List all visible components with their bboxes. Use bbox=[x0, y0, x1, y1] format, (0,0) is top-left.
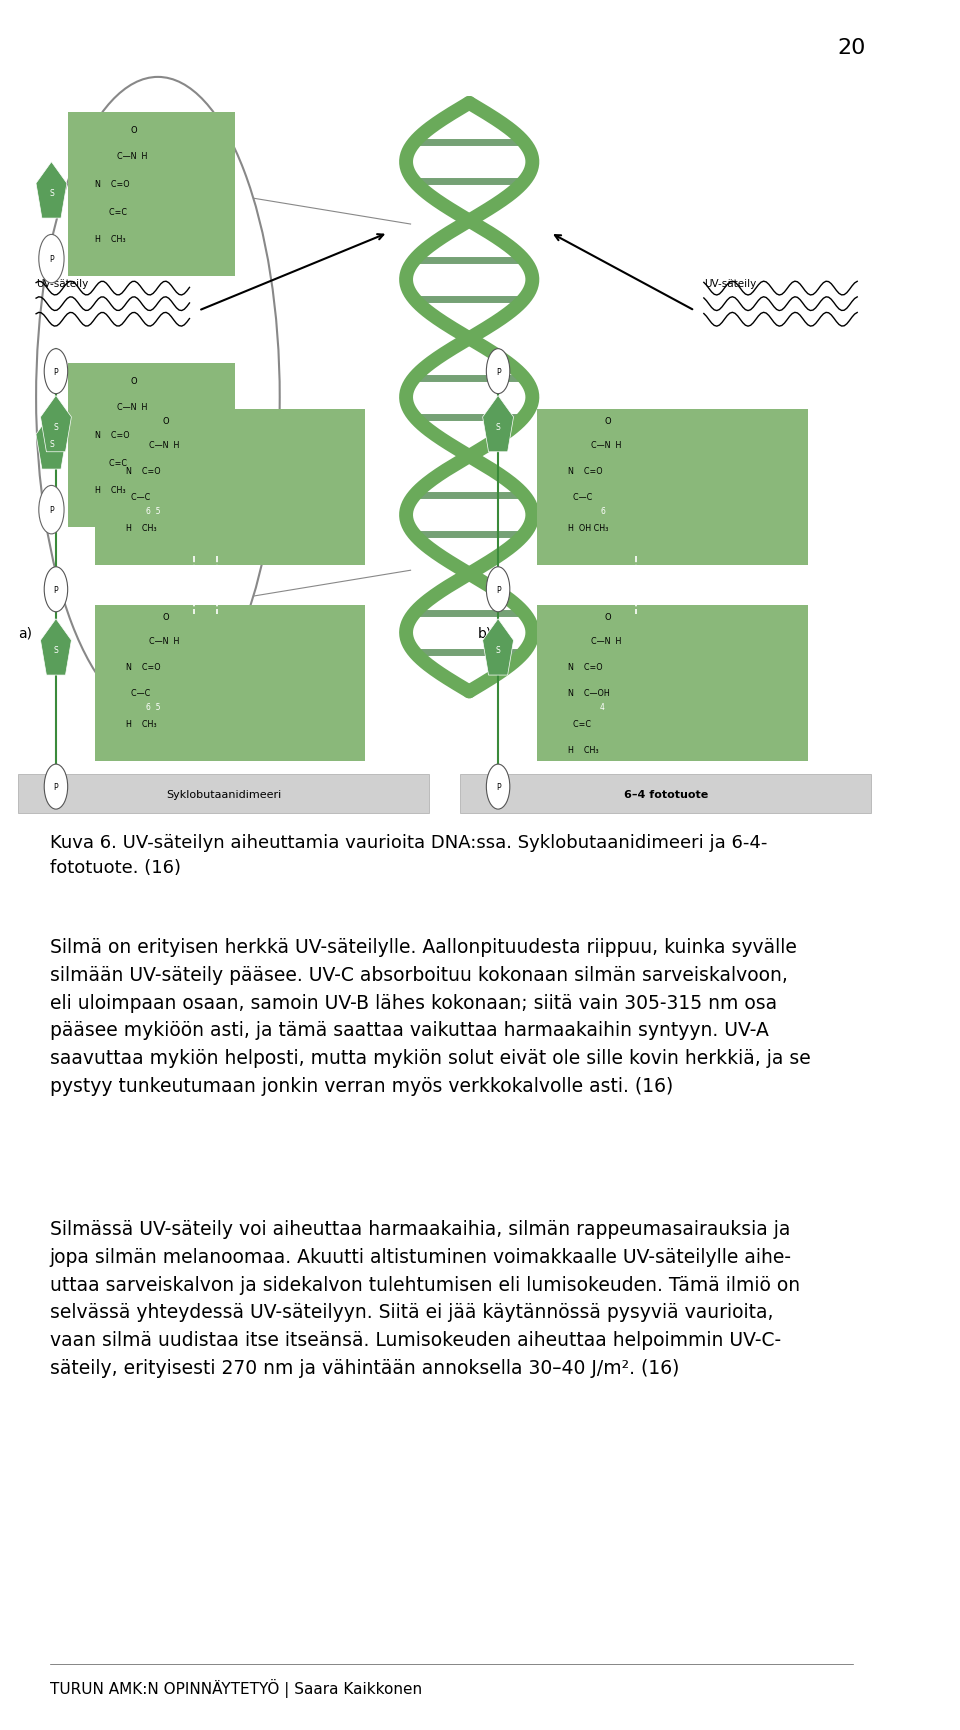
Text: 6  5: 6 5 bbox=[146, 702, 160, 711]
Text: N    C=O: N C=O bbox=[127, 467, 161, 476]
Text: H    CH₃: H CH₃ bbox=[95, 486, 126, 495]
Text: 6: 6 bbox=[600, 507, 605, 516]
Circle shape bbox=[38, 235, 64, 284]
Text: S: S bbox=[54, 645, 59, 656]
Text: 4: 4 bbox=[600, 702, 605, 711]
Text: H    CH₃: H CH₃ bbox=[127, 720, 156, 728]
Text: C=C: C=C bbox=[104, 458, 127, 467]
Text: H    CH₃: H CH₃ bbox=[95, 235, 126, 244]
Text: C—N  H: C—N H bbox=[117, 152, 148, 161]
FancyBboxPatch shape bbox=[95, 410, 366, 566]
Text: P: P bbox=[495, 585, 500, 595]
Text: H    CH₃: H CH₃ bbox=[127, 524, 156, 533]
Text: UV-säteily: UV-säteily bbox=[36, 279, 88, 289]
Circle shape bbox=[487, 349, 510, 394]
Text: S: S bbox=[54, 422, 59, 432]
Text: P: P bbox=[49, 254, 54, 265]
Text: Silmässä UV-säteily voi aiheuttaa harmaakaihia, silmän rappeumasairauksia ja
jop: Silmässä UV-säteily voi aiheuttaa harmaa… bbox=[50, 1220, 800, 1377]
Text: 6  5: 6 5 bbox=[146, 507, 160, 516]
Text: Syklobutaanidimeeri: Syklobutaanidimeeri bbox=[166, 789, 281, 799]
Circle shape bbox=[44, 765, 67, 810]
Text: 6–4 fototuote: 6–4 fototuote bbox=[624, 789, 708, 799]
Text: S: S bbox=[495, 645, 500, 656]
Text: O: O bbox=[131, 126, 137, 135]
Text: b): b) bbox=[478, 626, 492, 640]
Text: O: O bbox=[131, 377, 137, 386]
Text: N    C—OH: N C—OH bbox=[568, 689, 611, 697]
FancyBboxPatch shape bbox=[67, 112, 234, 277]
Text: C—C: C—C bbox=[127, 493, 151, 502]
Text: P: P bbox=[495, 367, 500, 377]
Text: C—N  H: C—N H bbox=[591, 441, 621, 450]
Text: UV-säteily: UV-säteily bbox=[704, 279, 756, 289]
Text: H  OH CH₃: H OH CH₃ bbox=[568, 524, 609, 533]
Text: C—C: C—C bbox=[568, 493, 592, 502]
Text: N    C=O: N C=O bbox=[568, 467, 603, 476]
Text: P: P bbox=[49, 505, 54, 516]
FancyBboxPatch shape bbox=[537, 410, 807, 566]
Circle shape bbox=[44, 349, 67, 394]
Text: C=C: C=C bbox=[104, 208, 127, 216]
Text: C=C: C=C bbox=[568, 720, 591, 728]
Circle shape bbox=[487, 765, 510, 810]
Text: C—N  H: C—N H bbox=[591, 637, 621, 645]
Text: C—N  H: C—N H bbox=[117, 403, 148, 412]
Text: P: P bbox=[54, 367, 59, 377]
FancyBboxPatch shape bbox=[18, 775, 428, 813]
Circle shape bbox=[38, 486, 64, 535]
Text: C—C: C—C bbox=[127, 689, 151, 697]
Text: S: S bbox=[49, 439, 54, 450]
Text: 20: 20 bbox=[838, 38, 866, 59]
Text: N    C=O: N C=O bbox=[127, 663, 161, 671]
Circle shape bbox=[44, 567, 67, 612]
Circle shape bbox=[487, 567, 510, 612]
Text: P: P bbox=[54, 782, 59, 792]
Text: N    C=O: N C=O bbox=[95, 431, 130, 439]
Ellipse shape bbox=[36, 78, 279, 718]
FancyBboxPatch shape bbox=[537, 606, 807, 761]
Text: Silmä on erityisen herkkä UV-säteilylle. Aallonpituudesta riippuu, kuinka syväll: Silmä on erityisen herkkä UV-säteilylle.… bbox=[50, 938, 810, 1095]
Text: O: O bbox=[605, 417, 612, 426]
Text: P: P bbox=[495, 782, 500, 792]
Text: S: S bbox=[495, 422, 500, 432]
Text: P: P bbox=[54, 585, 59, 595]
Text: a): a) bbox=[18, 626, 32, 640]
Text: N    C=O: N C=O bbox=[568, 663, 603, 671]
Text: C—N  H: C—N H bbox=[149, 637, 180, 645]
Text: N    C=O: N C=O bbox=[95, 180, 130, 189]
Text: O: O bbox=[605, 612, 612, 621]
Text: O: O bbox=[162, 612, 169, 621]
Text: O: O bbox=[162, 417, 169, 426]
Text: H    CH₃: H CH₃ bbox=[568, 746, 599, 754]
FancyBboxPatch shape bbox=[67, 363, 234, 528]
FancyBboxPatch shape bbox=[95, 606, 366, 761]
Text: C—N  H: C—N H bbox=[149, 441, 180, 450]
Text: TURUN AMK:N OPINNÄYTETYÖ | Saara Kaikkonen: TURUN AMK:N OPINNÄYTETYÖ | Saara Kaikkon… bbox=[50, 1678, 421, 1697]
Text: S: S bbox=[49, 189, 54, 199]
FancyBboxPatch shape bbox=[460, 775, 871, 813]
Text: Kuva 6. UV-säteilyn aiheuttamia vaurioita DNA:ssa. Syklobutaanidimeeri ja 6-4-
f: Kuva 6. UV-säteilyn aiheuttamia vaurioit… bbox=[50, 834, 767, 877]
